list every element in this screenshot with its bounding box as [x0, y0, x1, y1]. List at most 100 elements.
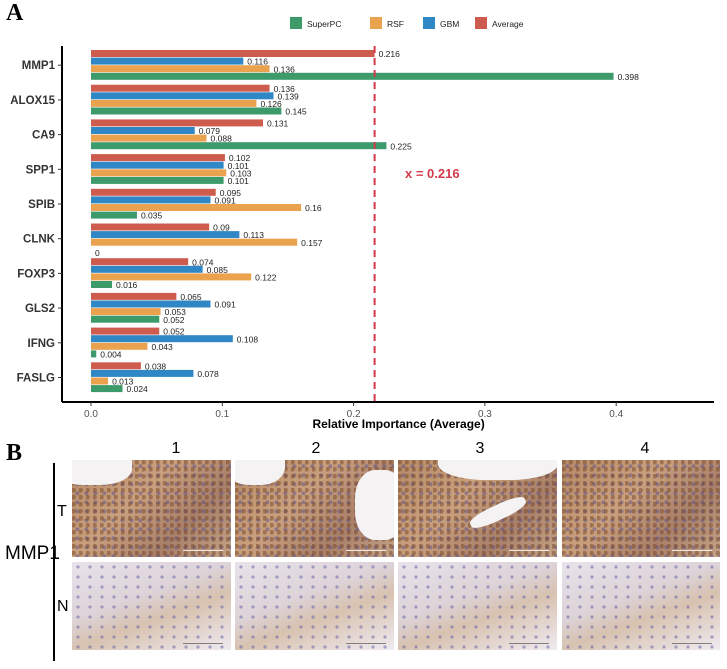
bar-average-foxp3: [91, 258, 189, 266]
data-label: 0.004: [100, 350, 122, 360]
data-label: 0.085: [207, 265, 229, 275]
legend-swatch-average: [475, 17, 487, 29]
bar-average-spp1: [91, 154, 225, 162]
data-label: 0.035: [141, 211, 163, 221]
bar-average-spib: [91, 188, 216, 196]
column-label-4: 4: [640, 440, 650, 457]
bar-rsf-alox15: [91, 99, 257, 107]
data-label: 0.065: [180, 292, 202, 302]
y-tick-label-ifng: IFNG: [28, 338, 56, 350]
bar-rsf-gls2: [91, 308, 161, 316]
x-tick-label: 0.4: [609, 409, 623, 420]
bar-average-mmp1: [91, 50, 375, 57]
data-label: 0.16: [305, 203, 322, 213]
x-tick-label: 0.1: [215, 409, 229, 420]
bar-superpc-ifng: [91, 350, 97, 358]
y-tick-label-mmp1: MMP1: [22, 60, 56, 72]
bar-superpc-spp1: [91, 176, 224, 184]
data-label: 0.052: [163, 315, 185, 325]
data-label: 0.225: [390, 141, 412, 151]
row-label-tumor: T: [57, 503, 67, 520]
bar-rsf-foxp3: [91, 273, 252, 281]
y-tick-label-clnk: CLNK: [23, 234, 56, 246]
data-label: 0.024: [127, 384, 149, 394]
bar-superpc-foxp3: [91, 281, 113, 288]
y-tick-label-spib: SPIB: [28, 199, 55, 211]
bar-gbm-ca9: [91, 127, 195, 134]
data-label: 0.013: [112, 377, 134, 387]
bar-gbm-gls2: [91, 300, 211, 308]
bar-gbm-faslg: [91, 369, 194, 377]
data-label: 0.145: [285, 107, 307, 117]
x-tick-label: 0.2: [347, 409, 361, 420]
y-tick-label-spp1: SPP1: [26, 164, 56, 176]
data-label: 0.103: [230, 168, 252, 178]
x-axis-title: Relative Importance (Average): [312, 417, 484, 431]
bar-average-gls2: [91, 292, 177, 300]
data-label: 0.09: [213, 223, 230, 233]
y-tick-label-foxp3: FOXP3: [17, 268, 55, 280]
data-label: 0.136: [274, 84, 296, 94]
x-tick-label: 0.3: [478, 409, 492, 420]
data-label: 0.136: [274, 64, 296, 74]
data-label: 0.052: [163, 327, 185, 337]
bar-superpc-spib: [91, 211, 137, 219]
data-label: 0.157: [301, 238, 323, 248]
data-label: 0.088: [211, 134, 233, 144]
data-label: 0.398: [618, 72, 640, 82]
importance-bar-chart: 0.0 0.1 0.2 0.3 0.4 Relative Importance (Aver…: [10, 17, 714, 431]
panel-label-b: B: [6, 440, 23, 466]
ihc-image-t4: [562, 460, 720, 557]
bar-rsf-spib: [91, 204, 302, 211]
bar-average-clnk: [91, 223, 210, 231]
column-label-3: 3: [475, 440, 485, 457]
column-label-1: 1: [171, 440, 181, 457]
data-label: 0.116: [247, 57, 268, 67]
ihc-image-n4: [562, 562, 720, 650]
data-label: 0.091: [214, 196, 236, 206]
bar-gbm-alox15: [91, 92, 274, 100]
data-label: 0.126: [260, 99, 282, 109]
y-tick-label-alox15: ALOX15: [10, 95, 55, 107]
row-label-normal: N: [57, 598, 69, 615]
x-tick-label: 0.0: [84, 409, 98, 420]
bar-average-faslg: [91, 362, 141, 370]
ihc-image-n2: [235, 562, 394, 650]
data-label: 0.038: [145, 361, 167, 371]
bar-superpc-gls2: [91, 315, 160, 323]
bar-superpc-faslg: [91, 385, 123, 393]
legend-label-superpc: SuperPC: [307, 19, 342, 29]
bar-superpc-ca9: [91, 142, 387, 150]
bar-gbm-ifng: [91, 335, 233, 343]
data-label: 0.043: [151, 342, 173, 352]
bar-gbm-foxp3: [91, 265, 203, 273]
bar-average-alox15: [91, 84, 270, 92]
data-label: 0.139: [278, 91, 300, 101]
bar-gbm-clnk: [91, 231, 240, 239]
data-label: 0.101: [228, 161, 250, 171]
data-label: 0.108: [237, 334, 259, 344]
y-tick-label-ca9: CA9: [32, 130, 55, 142]
y-tick-label-faslg: FASLG: [17, 373, 55, 385]
ihc-image-n1: [72, 562, 231, 650]
data-label: 0.216: [379, 49, 401, 59]
bar-rsf-faslg: [91, 377, 109, 385]
ihc-image-t2: [235, 460, 394, 557]
bar-average-ca9: [91, 119, 264, 127]
data-label: 0.122: [255, 273, 277, 283]
bar-gbm-spib: [91, 196, 211, 204]
data-label: 0.091: [214, 300, 236, 310]
data-label: 0.101: [228, 176, 250, 186]
legend-swatch-gbm: [423, 17, 435, 29]
data-label: 0: [95, 248, 100, 258]
bar-average-ifng: [91, 327, 160, 335]
data-label: 0.016: [116, 280, 138, 290]
bar-gbm-spp1: [91, 161, 224, 169]
data-label: 0.113: [243, 230, 264, 240]
bar-rsf-ca9: [91, 134, 207, 142]
bar-rsf-mmp1: [91, 65, 270, 73]
bar-superpc-mmp1: [91, 72, 614, 80]
y-tick-label-gls2: GLS2: [25, 303, 55, 315]
ihc-image-t3: [398, 460, 557, 557]
panel-label-a: A: [6, 0, 24, 26]
